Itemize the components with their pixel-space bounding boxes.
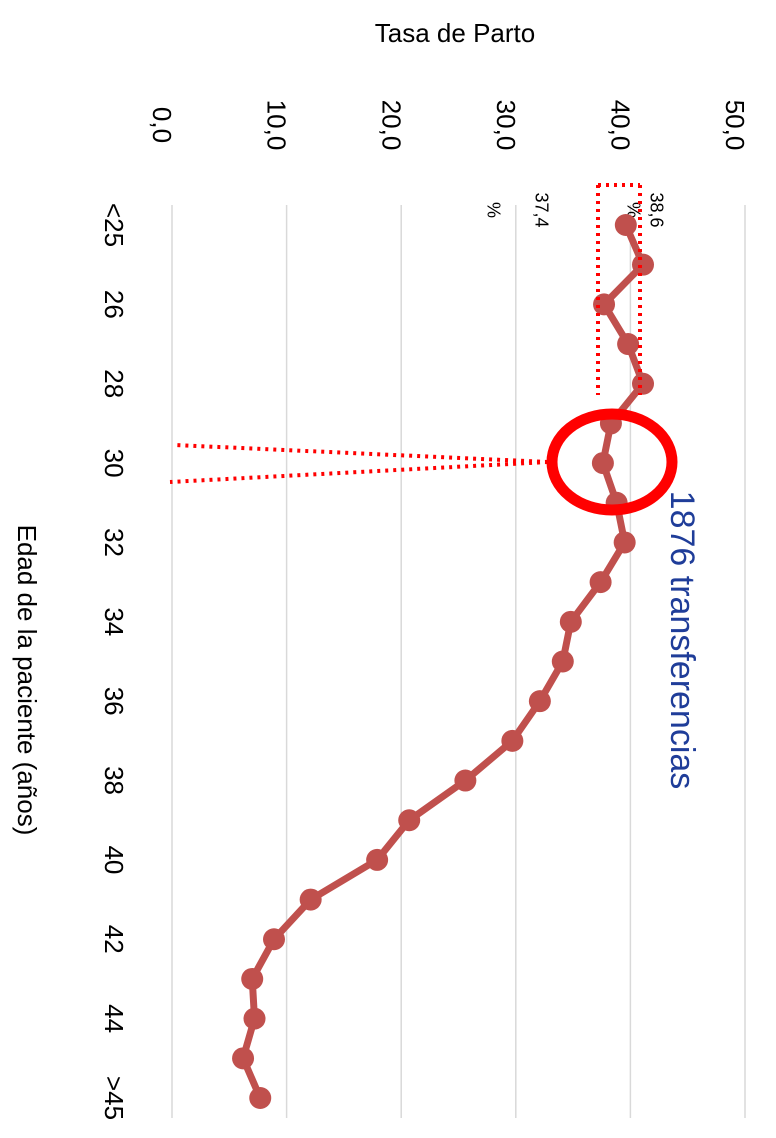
x-tick-label: 38 (99, 766, 129, 795)
x-tick-label: 42 (99, 925, 129, 954)
marker (591, 452, 614, 475)
marker (398, 809, 421, 832)
x-tick-label: 26 (99, 290, 129, 319)
marker (589, 571, 612, 594)
chart-title: Tasa de Parto (375, 18, 535, 48)
marker (262, 928, 285, 951)
x-tick-label: 44 (99, 1004, 129, 1033)
highlight-circle (546, 408, 678, 516)
x-tick-label: 34 (99, 607, 129, 636)
marker (243, 1007, 266, 1030)
annotation: % (483, 202, 503, 218)
marker (551, 650, 574, 673)
marker (593, 293, 616, 316)
x-tick-label: <25 (99, 203, 129, 247)
y-tick-label: 40,0 (606, 100, 636, 151)
annotation: 37,4 (531, 192, 551, 227)
marker (454, 769, 477, 792)
marker (613, 531, 636, 554)
marker (241, 967, 264, 990)
highlight-label: 1876 transferencias (663, 491, 701, 790)
y-tick-label: 50,0 (720, 100, 750, 151)
y-tick-label: 30,0 (491, 100, 521, 151)
x-tick-label: 32 (99, 528, 129, 557)
marker (366, 848, 389, 871)
dotted-line (169, 460, 549, 484)
marker (614, 214, 637, 236)
annotation-shapes (169, 183, 642, 484)
marker (501, 729, 524, 752)
marker (559, 610, 582, 633)
annotation: % (623, 202, 643, 218)
marker (299, 888, 322, 911)
x-tick-label: 30 (99, 449, 129, 478)
marker (528, 690, 551, 713)
x-tick-label: 36 (99, 687, 129, 716)
x-axis-label: Edad de la paciente (años) (12, 525, 42, 836)
marker (632, 253, 655, 276)
annotation: 38,6 (646, 192, 666, 227)
x-tick-label: 28 (99, 369, 129, 398)
x-tick-label: 40 (99, 845, 129, 874)
line (239, 223, 647, 1100)
y-tick-label: 20,0 (376, 100, 406, 151)
marker (632, 372, 655, 395)
marker (232, 1047, 255, 1070)
marker (249, 1087, 272, 1109)
y-tick-label: 0,0 (147, 107, 177, 143)
y-tick-label: 10,0 (262, 100, 292, 151)
x-tick-label: >45 (99, 1076, 129, 1120)
marker (617, 333, 640, 356)
dotted-line (174, 443, 549, 464)
